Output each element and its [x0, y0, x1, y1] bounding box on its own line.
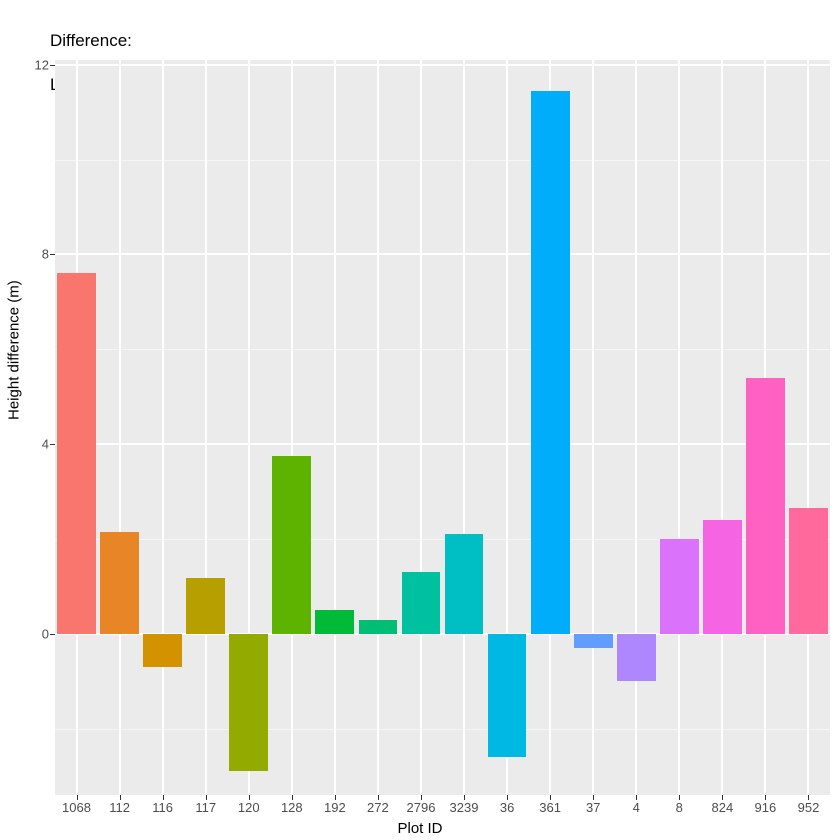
y-tick-mark [50, 254, 55, 255]
bar [315, 610, 354, 634]
y-tick-label: 12 [35, 57, 49, 72]
grid-vertical [119, 60, 121, 795]
x-tick-label: 1068 [62, 800, 91, 815]
bar [359, 620, 398, 634]
x-tick-mark [808, 795, 809, 800]
bar [660, 539, 699, 634]
x-tick-label: 120 [238, 800, 260, 815]
y-tick-mark [50, 65, 55, 66]
y-tick-label: 0 [42, 626, 49, 641]
grid-vertical [721, 60, 723, 795]
grid-vertical [635, 60, 637, 795]
x-tick-label: 8 [676, 800, 683, 815]
chart-title-line1: Difference: [50, 31, 132, 50]
bar [100, 532, 139, 634]
y-axis-title: Height difference (m) [6, 280, 23, 420]
x-tick-label: 3239 [450, 800, 479, 815]
x-tick-mark [765, 795, 766, 800]
x-tick-mark [636, 795, 637, 800]
x-tick-mark [722, 795, 723, 800]
x-tick-mark [335, 795, 336, 800]
bar [703, 520, 742, 634]
grid-vertical [807, 60, 809, 795]
x-tick-mark [77, 795, 78, 800]
bar [746, 378, 785, 634]
x-tick-label: 117 [195, 800, 216, 815]
y-tick-label: 4 [42, 437, 49, 452]
y-tick-mark [50, 634, 55, 635]
x-tick-mark [378, 795, 379, 800]
bar [617, 634, 656, 681]
grid-vertical [420, 60, 422, 795]
x-tick-label: 916 [755, 800, 777, 815]
x-tick-label: 37 [586, 800, 600, 815]
x-tick-label: 952 [798, 800, 820, 815]
x-tick-mark [464, 795, 465, 800]
x-tick-label: 112 [109, 800, 130, 815]
grid-vertical [205, 60, 207, 795]
bar [57, 273, 96, 633]
bar [143, 634, 182, 667]
grid-major [55, 443, 830, 445]
grid-vertical [162, 60, 164, 795]
grid-major [55, 64, 830, 66]
x-tick-mark [550, 795, 551, 800]
x-tick-mark [593, 795, 594, 800]
x-tick-mark [206, 795, 207, 800]
grid-major [55, 253, 830, 255]
x-tick-mark [421, 795, 422, 800]
bar [402, 572, 441, 634]
grid-minor [55, 160, 830, 161]
grid-vertical [463, 60, 465, 795]
x-axis-title: Plot ID [397, 820, 442, 837]
x-tick-mark [249, 795, 250, 800]
x-tick-mark [679, 795, 680, 800]
bar [789, 508, 828, 634]
x-tick-label: 361 [539, 800, 561, 815]
grid-vertical [678, 60, 680, 795]
grid-minor [55, 729, 830, 730]
x-tick-mark [120, 795, 121, 800]
y-tick-mark [50, 444, 55, 445]
x-tick-mark [163, 795, 164, 800]
bar [531, 91, 570, 634]
bar [574, 634, 613, 648]
grid-vertical [592, 60, 594, 795]
grid-vertical [334, 60, 336, 795]
grid-vertical [291, 60, 293, 795]
x-tick-mark [292, 795, 293, 800]
y-tick-label: 8 [42, 247, 49, 262]
x-tick-label: 36 [500, 800, 514, 815]
bar [488, 634, 527, 757]
x-tick-label: 824 [712, 800, 734, 815]
x-tick-label: 4 [633, 800, 640, 815]
bar [445, 534, 484, 634]
plot-area [55, 60, 830, 795]
grid-minor [55, 349, 830, 350]
x-tick-label: 192 [324, 800, 346, 815]
bar [229, 634, 268, 772]
grid-vertical [377, 60, 379, 795]
x-tick-mark [507, 795, 508, 800]
x-tick-label: 2796 [407, 800, 436, 815]
x-tick-label: 116 [152, 800, 173, 815]
bar [272, 456, 311, 634]
x-tick-label: 272 [367, 800, 389, 815]
x-tick-label: 128 [281, 800, 303, 815]
bar-chart: Difference: Lidar mean height - in situ … [0, 0, 840, 840]
bar [186, 578, 225, 634]
